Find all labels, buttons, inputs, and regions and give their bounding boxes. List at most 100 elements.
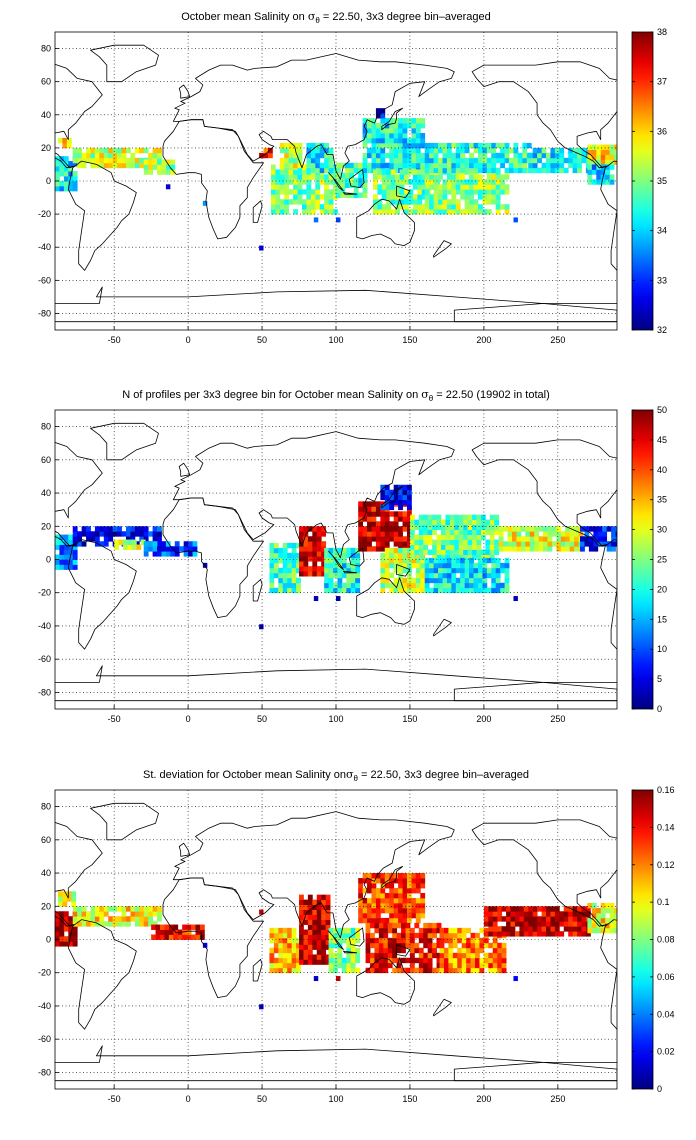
data-cell (341, 927, 347, 934)
data-cell (406, 907, 412, 914)
data-cell (418, 524, 424, 530)
coastline (348, 168, 365, 189)
y-tick-label: -60 (38, 654, 51, 664)
data-cell (418, 519, 424, 526)
data-cell (466, 927, 471, 934)
data-cell (448, 952, 454, 959)
data-cell (72, 549, 78, 555)
data-cell (451, 582, 457, 589)
data-cell (495, 152, 501, 159)
data-cell (550, 931, 556, 937)
data-cell (278, 952, 284, 959)
data-cell (306, 147, 312, 154)
data-cell (491, 582, 497, 589)
data-cell (581, 916, 587, 922)
data-cell (157, 159, 162, 165)
data-cell (415, 888, 421, 894)
data-cell (415, 572, 421, 579)
data-cell (457, 947, 463, 954)
data-cell (291, 572, 297, 579)
data-cell (278, 572, 284, 579)
data-cell (378, 932, 384, 939)
data-cell (287, 552, 293, 559)
x-tick-label: 250 (550, 714, 565, 724)
data-cell (477, 562, 483, 569)
data-cell (523, 931, 529, 937)
data-cell (436, 952, 442, 959)
data-cell (386, 184, 392, 190)
data-cell (469, 194, 474, 200)
grid-lines (55, 790, 617, 1089)
data-cell (371, 873, 377, 879)
data-cell (596, 149, 602, 155)
data-cell (375, 546, 381, 552)
data-cell (464, 157, 470, 164)
data-cell (523, 911, 529, 917)
data-cell (511, 526, 517, 532)
data-cell (287, 582, 293, 589)
data-cell (574, 536, 579, 542)
data-cell (393, 511, 399, 517)
data-cell (546, 152, 551, 159)
data-cell (504, 577, 510, 584)
data-cell (402, 147, 408, 154)
data-cell (324, 167, 330, 174)
data-cell (500, 157, 505, 164)
coastline (172, 53, 455, 180)
data-cell (528, 921, 534, 927)
data-cell (63, 185, 69, 192)
data-cell (433, 587, 439, 594)
data-cell (429, 142, 435, 149)
data-cell (148, 911, 154, 917)
data-cell (315, 147, 321, 154)
data-cell (528, 926, 534, 932)
data-cell (451, 157, 457, 164)
data-cell (377, 189, 383, 195)
data-cell (482, 189, 488, 195)
data-cell (568, 152, 574, 159)
data-cell (455, 557, 461, 564)
data-cell (269, 557, 275, 564)
data-cell (267, 147, 273, 154)
data-cell (480, 549, 486, 555)
data-cell (130, 531, 136, 537)
data-cell (328, 194, 334, 200)
coastline (162, 119, 264, 240)
data-cell (417, 174, 423, 180)
data-cell (587, 154, 593, 160)
data-cell (411, 162, 417, 169)
data-cell (396, 937, 402, 944)
data-cell (299, 934, 304, 940)
data-cell (420, 137, 426, 144)
data-cell (86, 152, 91, 159)
data-cell (310, 204, 316, 210)
coastline (55, 63, 103, 169)
data-cell (510, 926, 516, 932)
data-cell (375, 511, 381, 517)
data-cell (337, 932, 343, 939)
data-cell (375, 536, 381, 542)
colorbar-tick-label: 35 (657, 495, 667, 505)
data-cell (469, 204, 474, 210)
data-cell (411, 902, 417, 909)
data-cell (479, 937, 485, 944)
data-cell (498, 546, 504, 552)
data-cell (556, 546, 562, 552)
data-cell (301, 199, 307, 205)
data-cell (464, 582, 470, 589)
data-cell (563, 157, 569, 164)
data-cell (324, 147, 330, 154)
data-cell (378, 957, 384, 964)
data-cell (374, 927, 380, 934)
data-cell (441, 524, 446, 530)
data-cell (365, 947, 371, 954)
data-cell (596, 169, 602, 175)
data-cell (152, 526, 158, 532)
data-cell (591, 164, 597, 170)
data-cell (303, 566, 309, 572)
data-cell (404, 179, 409, 185)
data-cell (504, 147, 510, 154)
data-cell (415, 562, 421, 569)
data-cell (543, 541, 548, 547)
data-cell (433, 567, 439, 574)
